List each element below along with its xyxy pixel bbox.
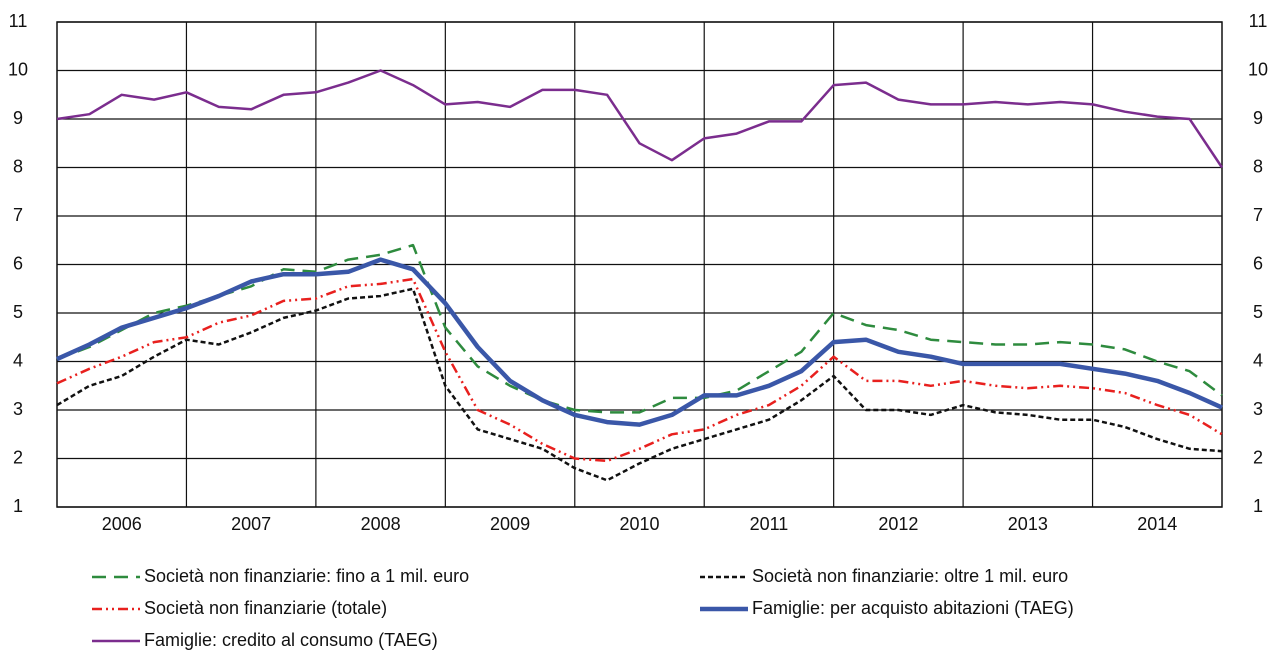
y-tick-label: 9: [13, 108, 23, 128]
y-tick-label: 5: [13, 302, 23, 322]
x-tick-label: 2010: [619, 514, 659, 534]
y2-tick-label: 9: [1253, 108, 1263, 128]
x-tick-label: 2011: [750, 514, 789, 534]
y-tick-label: 2: [13, 447, 23, 467]
y-tick-label: 4: [13, 350, 23, 370]
y-tick-label: 11: [9, 11, 28, 31]
x-tick-label: 2006: [102, 514, 142, 534]
y2-tick-label: 10: [1248, 59, 1268, 79]
y2-tick-label: 4: [1253, 350, 1263, 370]
legend-label: Società non finanziarie (totale): [144, 598, 387, 618]
x-tick-label: 2009: [490, 514, 530, 534]
y-tick-label: 3: [13, 399, 23, 419]
y2-tick-label: 7: [1253, 205, 1263, 225]
y-tick-label: 6: [13, 253, 23, 273]
y-tick-label: 1: [13, 496, 23, 516]
y-tick-label: 7: [13, 205, 23, 225]
y2-tick-label: 3: [1253, 399, 1263, 419]
series-line: [56, 287, 1223, 482]
y-tick-label: 8: [13, 156, 23, 176]
x-tick-label: 2012: [878, 514, 918, 534]
y2-tick-label: 1: [1253, 496, 1263, 516]
x-tick-label: 2014: [1137, 514, 1177, 534]
legend-label: Società non finanziarie: oltre 1 mil. eu…: [752, 566, 1068, 586]
series-line: [56, 257, 1223, 427]
series-line: [56, 243, 1223, 414]
y2-tick-label: 2: [1253, 447, 1263, 467]
x-tick-label: 2008: [361, 514, 401, 534]
y2-tick-label: 11: [1249, 11, 1268, 31]
y2-tick-label: 5: [1253, 302, 1263, 322]
x-tick-label: 2007: [231, 514, 271, 534]
legend-label: Famiglie: per acquisto abitazioni (TAEG): [752, 598, 1074, 618]
series-line: [56, 69, 1224, 169]
y-tick-label: 10: [8, 59, 28, 79]
x-tick-label: 2013: [1008, 514, 1048, 534]
y2-tick-label: 8: [1253, 156, 1263, 176]
legend-label: Società non finanziarie: fino a 1 mil. e…: [144, 566, 469, 586]
series-line: [56, 277, 1223, 463]
y2-tick-label: 6: [1253, 253, 1263, 273]
legend-label: Famiglie: credito al consumo (TAEG): [144, 630, 438, 650]
